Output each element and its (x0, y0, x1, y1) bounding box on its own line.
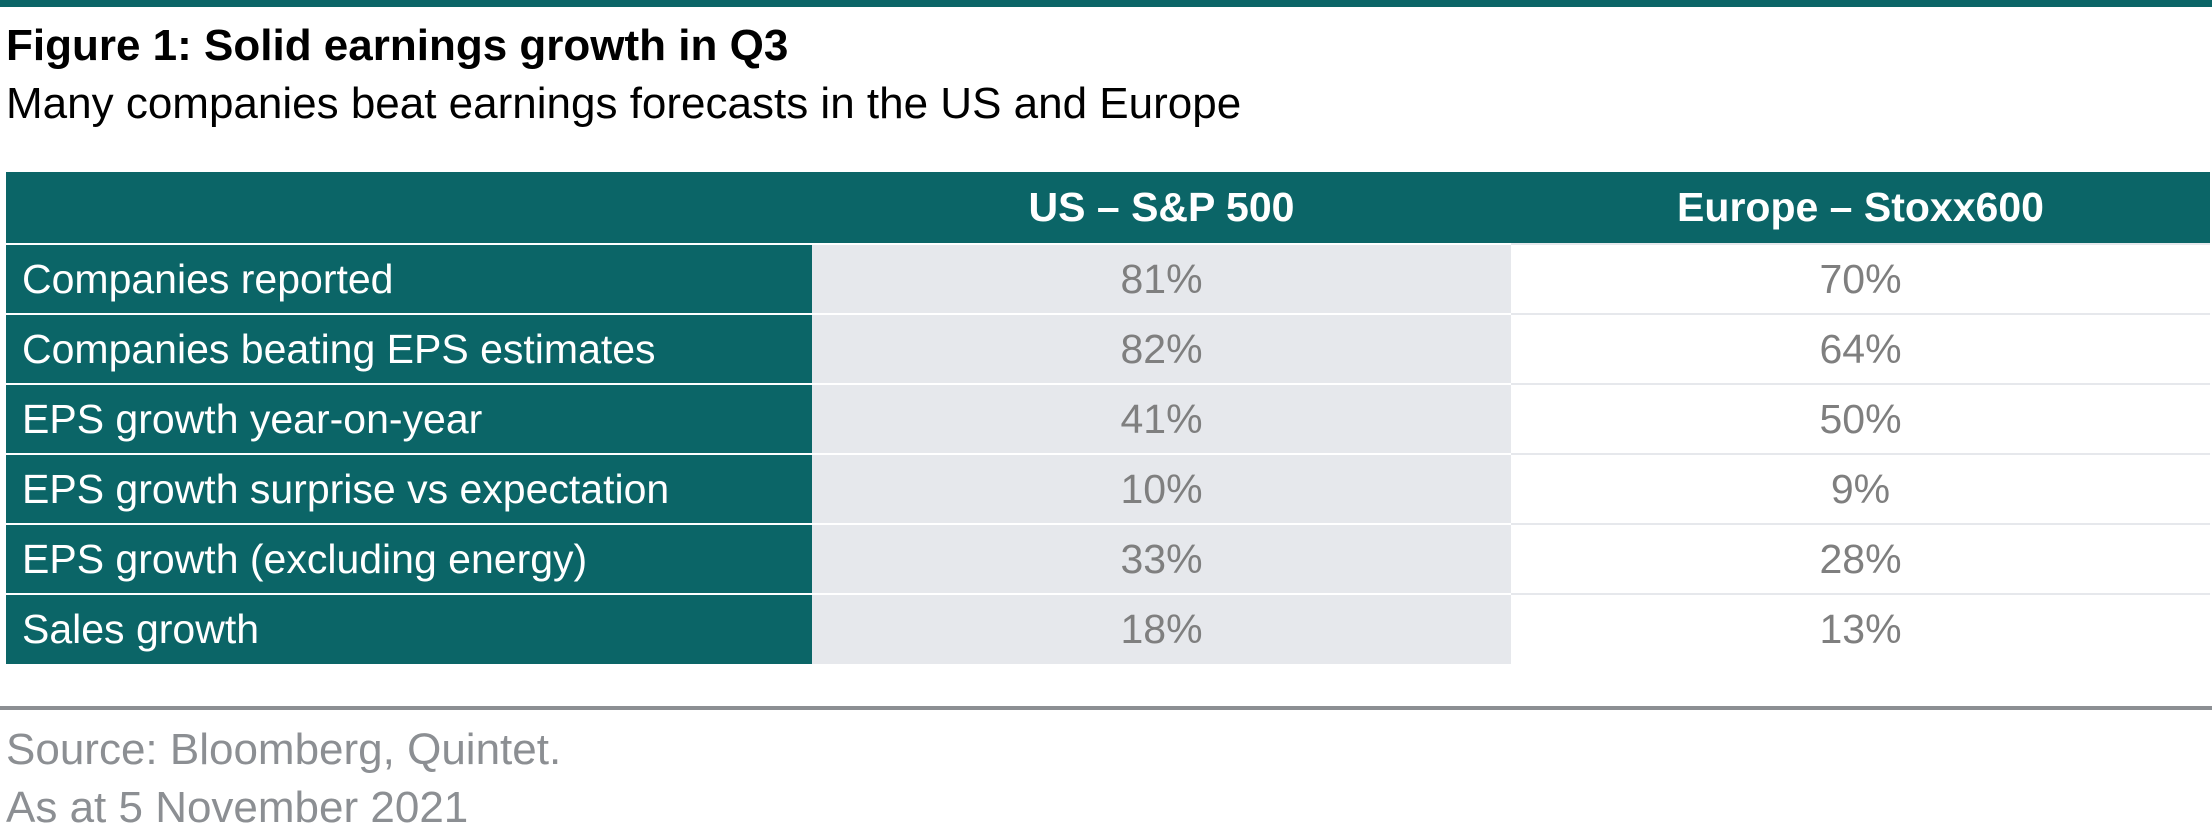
row-label: Sales growth (6, 594, 812, 664)
us-value: 41% (812, 383, 1511, 454)
earnings-table: US – S&P 500 Europe – Stoxx600 Companies… (6, 172, 2210, 664)
table-header-row: US – S&P 500 Europe – Stoxx600 (6, 172, 2210, 244)
row-label: EPS growth surprise vs expectation (6, 454, 812, 524)
row-label: EPS growth year-on-year (6, 384, 812, 454)
header-corner (6, 172, 812, 244)
table-row: Companies beating EPS estimates 82% 64% (6, 313, 2210, 384)
europe-value: 50% (1511, 383, 2210, 454)
table-row: Sales growth 18% 13% (6, 593, 2210, 664)
europe-value: 64% (1511, 313, 2210, 384)
figure-subtitle: Many companies beat earnings forecasts i… (6, 79, 1242, 128)
europe-value: 70% (1511, 243, 2210, 314)
table-row: EPS growth (excluding energy) 33% 28% (6, 523, 2210, 594)
bottom-rule (0, 706, 2212, 710)
header-us: US – S&P 500 (812, 172, 1511, 244)
europe-value: 9% (1511, 453, 2210, 524)
header-europe: Europe – Stoxx600 (1511, 172, 2210, 244)
date-note: As at 5 November 2021 (6, 783, 469, 832)
us-value: 10% (812, 453, 1511, 524)
row-label: Companies beating EPS estimates (6, 314, 812, 384)
table-row: EPS growth surprise vs expectation 10% 9… (6, 453, 2210, 524)
europe-value: 28% (1511, 523, 2210, 594)
top-rule (0, 0, 2212, 7)
us-value: 33% (812, 523, 1511, 594)
us-value: 18% (812, 593, 1511, 664)
source-note: Source: Bloomberg, Quintet. (6, 725, 562, 774)
table-row: Companies reported 81% 70% (6, 243, 2210, 314)
us-value: 81% (812, 243, 1511, 314)
row-label: EPS growth (excluding energy) (6, 524, 812, 594)
table-row: EPS growth year-on-year 41% 50% (6, 383, 2210, 454)
figure-title: Figure 1: Solid earnings growth in Q3 (6, 21, 789, 70)
us-value: 82% (812, 313, 1511, 384)
row-label: Companies reported (6, 244, 812, 314)
europe-value: 13% (1511, 593, 2210, 664)
